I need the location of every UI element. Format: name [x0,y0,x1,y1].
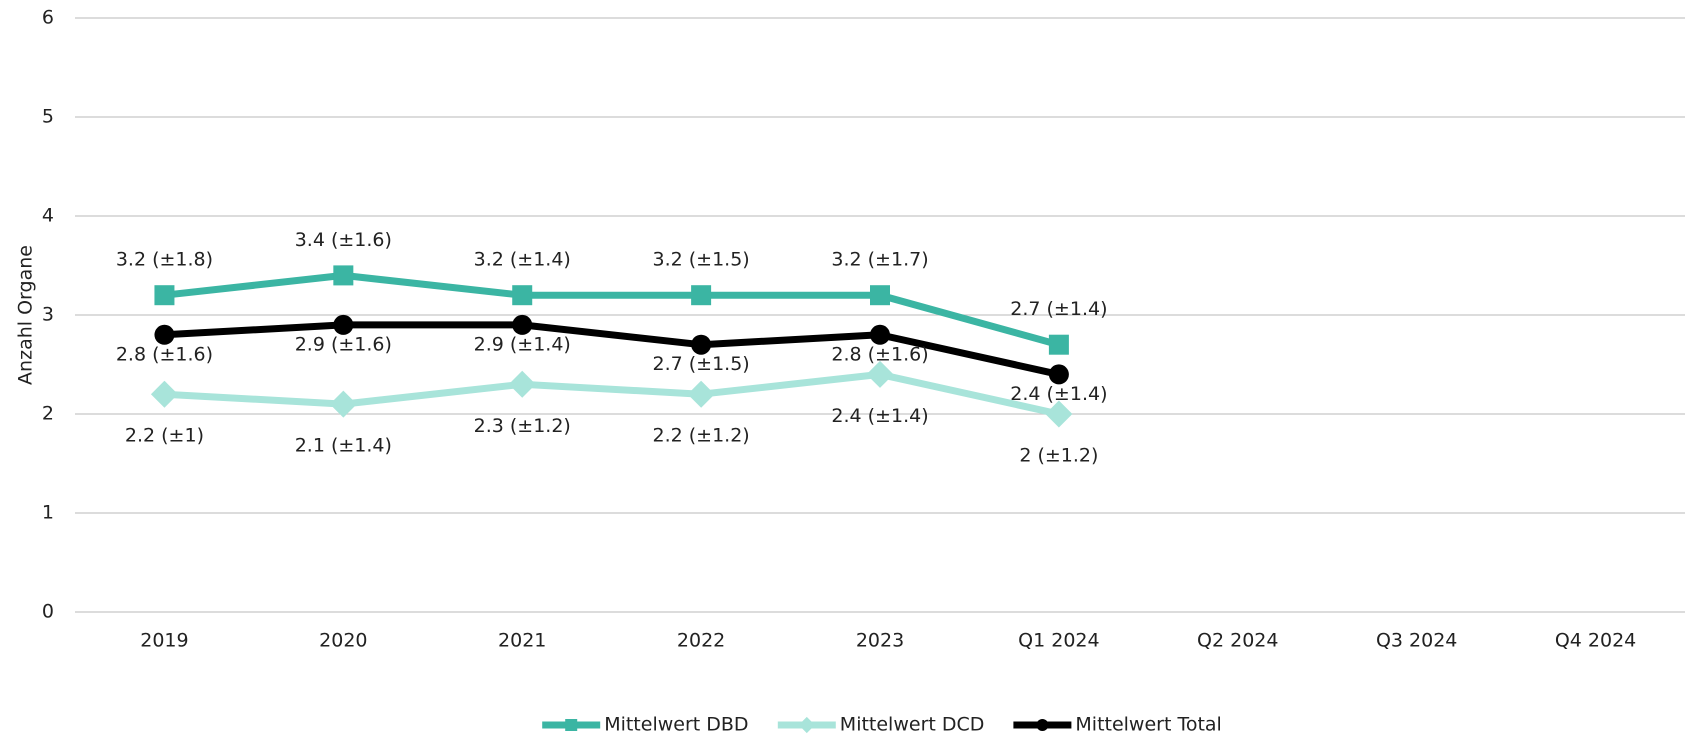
x-tick-label: Q1 2024 [1018,630,1099,652]
marker [1045,400,1073,428]
x-tick-label: 2023 [856,630,904,652]
marker [798,716,815,734]
data-label: 2.4 (±1.4) [1010,383,1107,405]
marker [870,324,890,345]
marker [333,265,354,286]
marker [1048,334,1069,355]
data-label: 3.2 (±1.8) [116,249,213,271]
x-tick-label: 2021 [498,630,546,652]
marker [150,380,178,408]
data-label: 2.9 (±1.6) [295,333,392,355]
marker [512,285,533,306]
data-label: 2.4 (±1.4) [831,405,928,427]
y-tick-label: 0 [42,601,54,623]
data-label: 2.9 (±1.4) [474,333,571,355]
y-tick-label: 5 [42,106,54,128]
legend-label: Mittelwert DBD [604,714,748,735]
marker [154,285,175,306]
data-label: 2 (±1.2) [1019,445,1098,467]
data-label: 3.2 (±1.4) [474,249,571,271]
legend-label: Mittelwert Total [1075,714,1221,735]
marker [154,324,175,345]
data-label: 3.4 (±1.6) [295,229,392,251]
data-label: 2.8 (±1.6) [831,343,928,365]
y-tick-label: 1 [42,502,54,524]
y-tick-label: 6 [42,7,54,29]
data-label: 2.7 (±1.4) [1010,298,1107,320]
data-label: 2.7 (±1.5) [653,353,750,375]
y-axis-label: Anzahl Organe [15,245,37,385]
x-tick-label: Q4 2024 [1555,630,1636,652]
marker [1048,364,1069,385]
x-tick-label: Q3 2024 [1376,630,1457,652]
x-tick-label: 2019 [140,630,188,652]
data-label: 2.8 (±1.6) [116,343,213,365]
marker [691,334,712,355]
x-tick-label: Q2 2024 [1197,630,1278,652]
y-tick-label: 4 [42,205,54,227]
marker [866,360,894,388]
x-tick-label: 2020 [319,630,367,652]
marker [687,380,715,408]
series-line [164,321,1060,378]
data-label: 2.3 (±1.2) [474,415,571,437]
x-tick-label: 2022 [677,630,725,652]
marker [512,314,533,335]
y-tick-label: 2 [42,403,54,425]
data-label: 3.2 (±1.7) [831,249,928,271]
series-line [164,370,1060,418]
data-label: 3.2 (±1.5) [653,249,750,271]
marker [1036,719,1049,731]
y-tick-label: 3 [42,304,54,326]
legend: Mittelwert DBD Mittelwert DCD Mittelwert T… [542,714,1222,735]
data-label: 2.2 (±1.2) [653,425,750,447]
data-label: 2.1 (±1.4) [295,435,392,457]
marker [508,370,536,398]
legend-label: Mittelwert DCD [840,714,985,735]
series-line [164,271,1060,349]
marker [691,285,712,306]
data-label: 2.2 (±1) [125,425,204,447]
marker [870,285,890,306]
marker [329,390,357,418]
marker [565,719,578,731]
marker [333,314,354,335]
